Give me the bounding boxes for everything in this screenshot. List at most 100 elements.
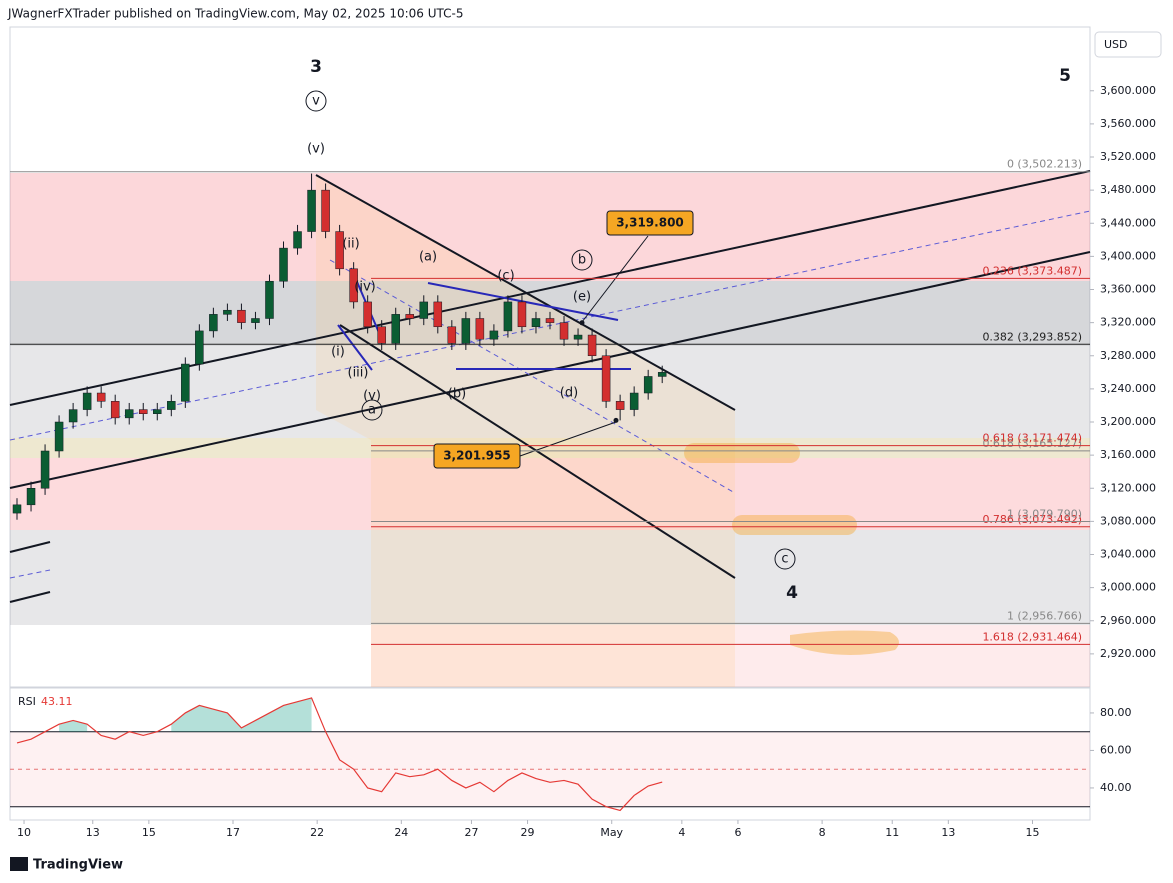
wave-label: (i) (331, 345, 345, 360)
channel-line (9, 591, 51, 603)
candle-body (615, 401, 625, 410)
y-tick-label: 2,920.000 (1100, 647, 1156, 660)
x-tick-label: 24 (394, 826, 408, 839)
candle-body (167, 401, 176, 410)
candle-body (391, 314, 400, 344)
candle-body (307, 189, 316, 232)
y-tick-label: 3,320.000 (1100, 316, 1156, 329)
currency-button[interactable] (1094, 31, 1162, 58)
channel-line (9, 170, 1091, 406)
candle-body (531, 318, 541, 328)
candle-body (559, 322, 569, 340)
fib-label: 0.786 (3,073.492) (982, 513, 1082, 526)
candle-body (26, 488, 36, 506)
wave-label: a (368, 403, 376, 418)
candle-body (419, 301, 429, 319)
candle-body (12, 504, 22, 514)
wave-label: (b) (448, 387, 466, 402)
x-tick-label: 22 (310, 826, 324, 839)
header: JWagnerFXTrader published on TradingView… (7, 7, 463, 21)
candle-body (433, 301, 443, 328)
y-tick-label: 3,160.000 (1100, 448, 1156, 461)
candle-body (447, 326, 457, 344)
candle-body (545, 318, 555, 323)
fib-label: 0.618 (3,171.474) (982, 432, 1082, 445)
wave-label: 5 (1059, 66, 1071, 86)
rsi-overbought-fill (59, 697, 312, 732)
y-tick-label: 3,080.000 (1100, 514, 1156, 527)
candle-body (573, 334, 583, 340)
price-point (613, 417, 619, 423)
x-tick-label: 10 (17, 826, 31, 839)
fib-label: 0 (3,502.213) (1007, 158, 1082, 171)
connector (519, 421, 617, 457)
candle-body (405, 314, 414, 319)
x-tick-label: 27 (464, 826, 478, 839)
candle-body (377, 326, 386, 344)
x-tick-label: 11 (885, 826, 899, 839)
candle-body (251, 318, 260, 323)
zone (10, 346, 1090, 438)
price-badge-label: 3,201.955 (443, 449, 511, 463)
currency[interactable]: USD (1104, 38, 1128, 51)
wave-label: (ii) (342, 237, 359, 252)
rsi-tick-label: 40.00 (1100, 781, 1132, 794)
wave-circle (361, 399, 383, 421)
x-tick-label: 4 (678, 826, 685, 839)
candle-body (601, 355, 611, 402)
x-tick-label: 13 (86, 826, 100, 839)
wave-label: v (312, 94, 320, 109)
y-tick-label: 3,360.000 (1100, 283, 1156, 296)
logo-icon (10, 857, 28, 871)
candle-body (195, 330, 204, 365)
x-tick-label: 17 (226, 826, 240, 839)
wave-circle (774, 548, 796, 570)
y-tick-label: 3,120.000 (1100, 481, 1156, 494)
rsi-title: RSI (18, 695, 36, 708)
fib-label: 1 (3,079.790) (1007, 508, 1082, 521)
price-point (579, 320, 585, 326)
zone (10, 530, 1090, 625)
candle-body (587, 334, 597, 357)
zone (10, 173, 1090, 281)
price-badge (606, 210, 694, 236)
zone (371, 625, 1090, 687)
price-pane (9, 26, 1091, 688)
candle-body (138, 409, 148, 414)
y-tick-label: 3,200.000 (1100, 415, 1156, 428)
channel-mid (9, 569, 51, 579)
candle-body (349, 268, 358, 303)
zone (10, 438, 1090, 458)
candle-body (82, 392, 92, 410)
y-tick-label: 3,280.000 (1100, 349, 1156, 362)
y-tick-label: 3,000.000 (1100, 581, 1156, 594)
x-tick-label: May (600, 826, 623, 839)
rsi-line (16, 697, 663, 812)
wave-label: (c) (497, 269, 514, 284)
wave-label: (iv) (354, 280, 375, 295)
candle-body (181, 363, 190, 402)
y-tick-label: 3,520.000 (1100, 150, 1156, 163)
channel-line (339, 324, 736, 579)
candle-body (153, 409, 162, 414)
candle-body (110, 401, 120, 419)
fib-label: 0.618 (3,165.127) (982, 437, 1082, 450)
candle-body (629, 392, 639, 410)
wave-label: (a) (419, 250, 437, 265)
zone (10, 458, 1090, 530)
x-tick-label: 6 (734, 826, 741, 839)
candle-body (223, 309, 232, 315)
footer-logo: TradingView (33, 858, 123, 873)
wave-label: (d) (560, 386, 578, 401)
candle-body (657, 372, 667, 377)
candle-body (96, 392, 106, 402)
rsi-tick-label: 60.00 (1100, 743, 1132, 756)
wave-circle (571, 249, 593, 271)
wave-label: (e) (573, 290, 591, 305)
y-tick-label: 3,040.000 (1100, 548, 1156, 561)
x-tick-label: 29 (521, 826, 535, 839)
candle-body (461, 318, 471, 344)
x-tick-label: 15 (1025, 826, 1039, 839)
